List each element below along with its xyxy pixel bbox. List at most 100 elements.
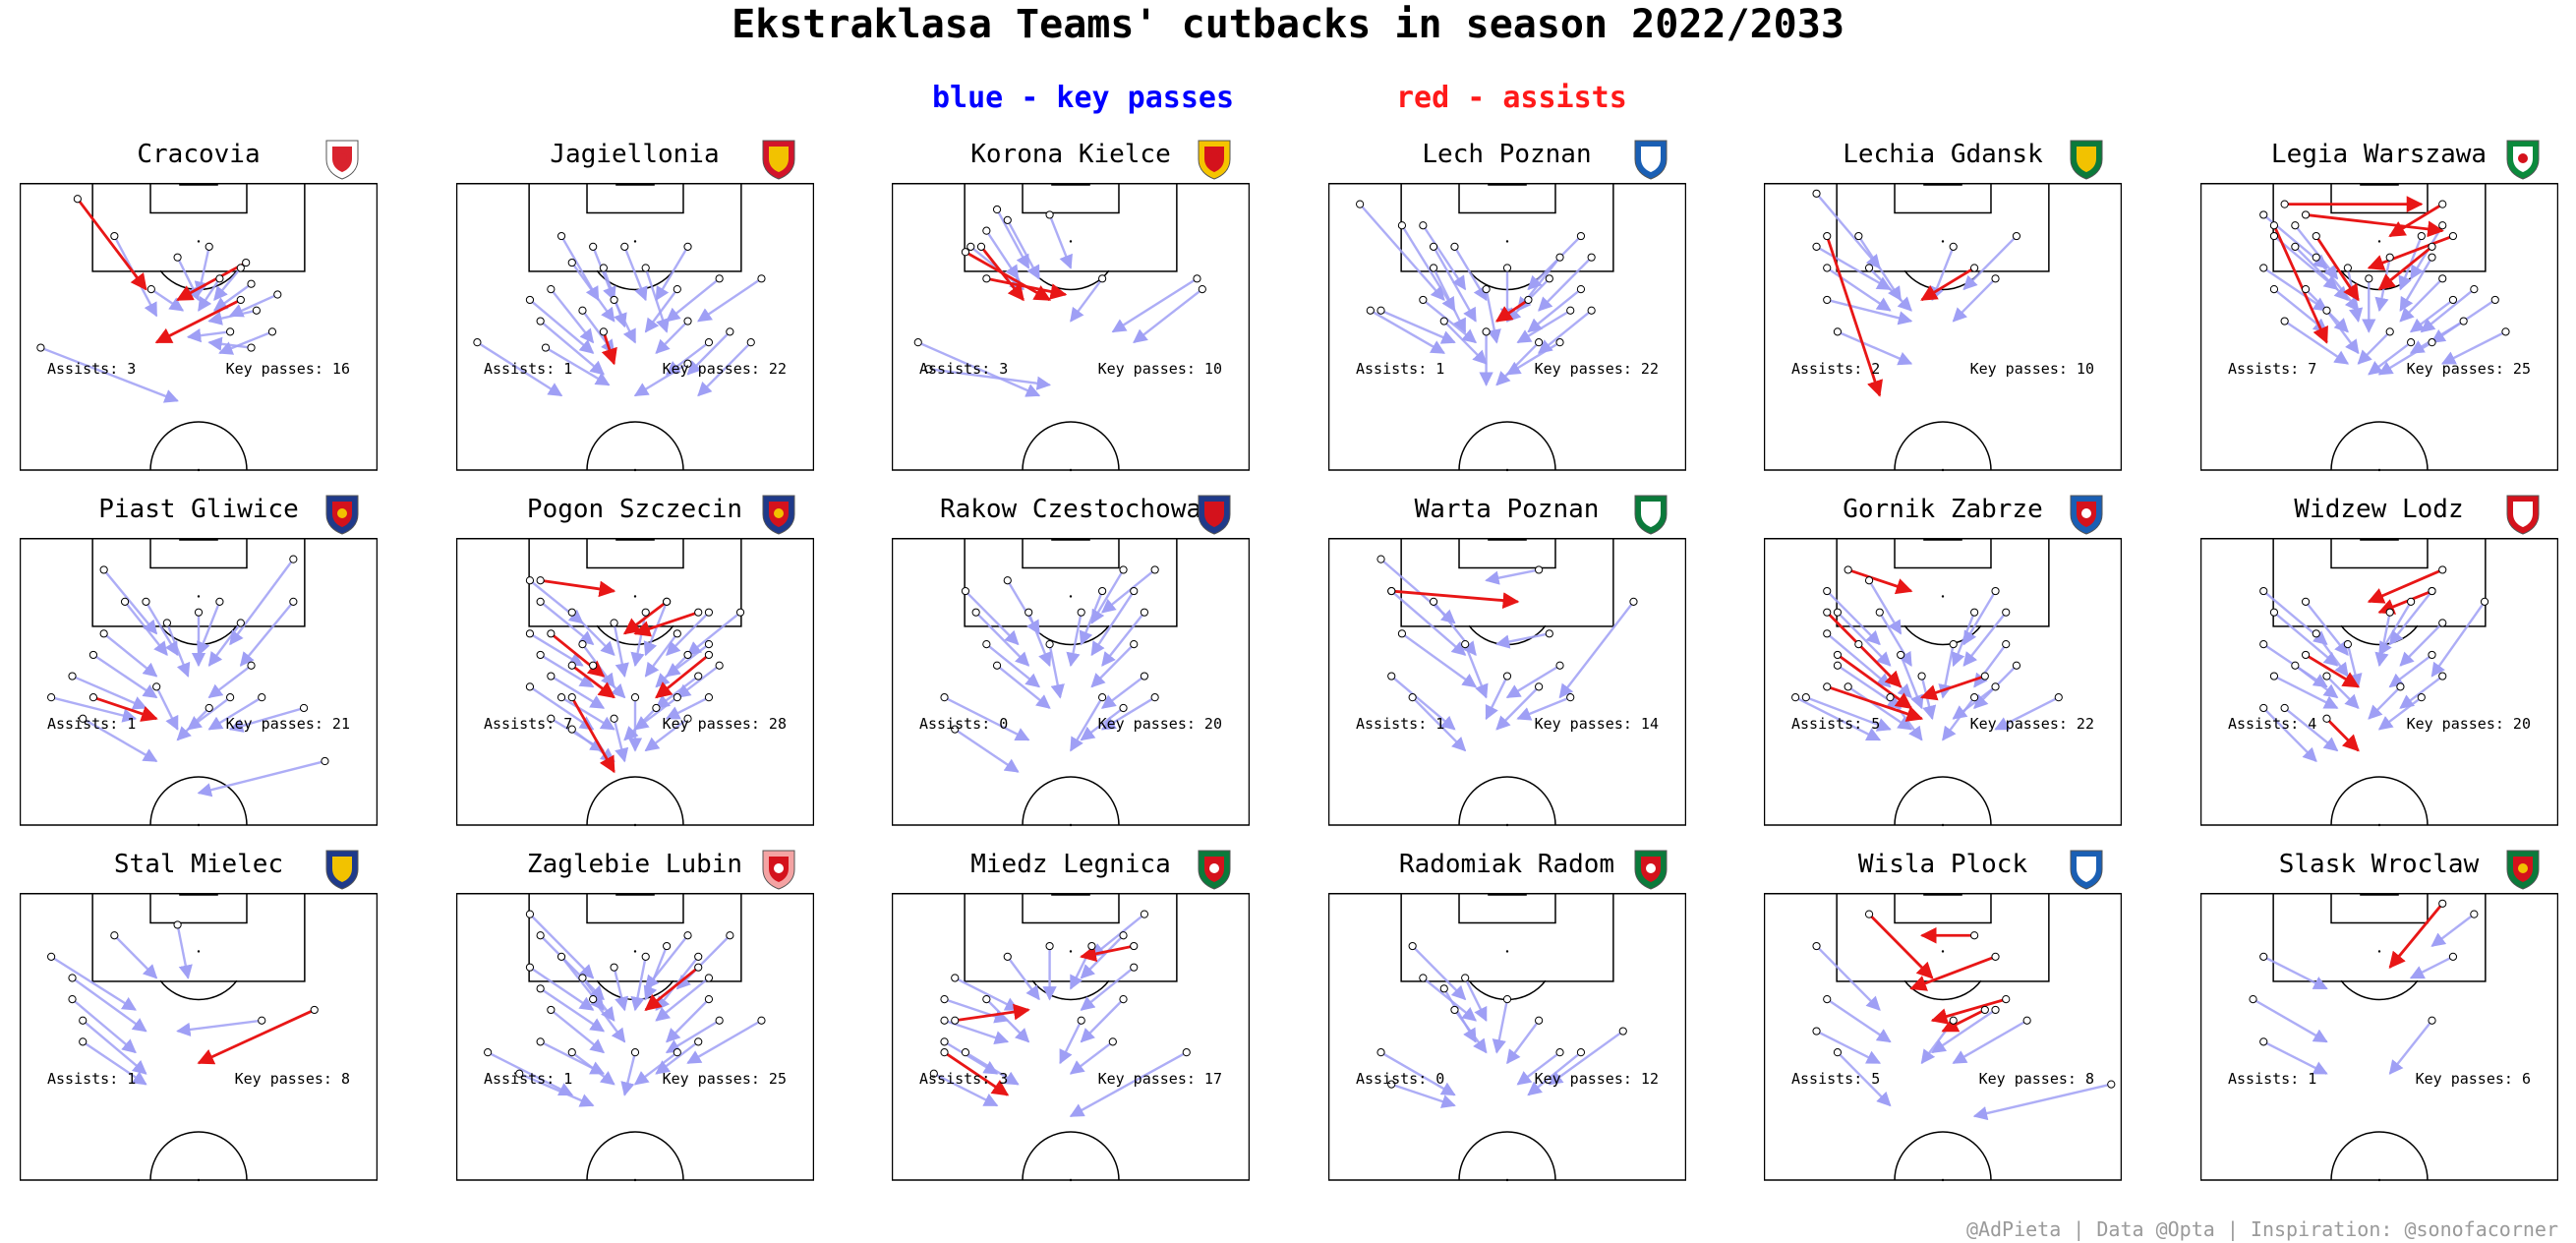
key-pass-arrow	[2294, 246, 2349, 301]
pass-origin-point	[536, 1037, 545, 1046]
pass-origin-point	[567, 693, 576, 702]
assist-arrow	[1941, 1008, 1986, 1033]
key-pass-arrow	[1069, 1051, 1188, 1118]
pass-origin-point	[1554, 661, 1564, 670]
pass-origin-point	[236, 295, 245, 305]
key-pass-arrow	[1079, 590, 1104, 646]
piast-gliwice-crest-icon	[322, 493, 362, 536]
pass-origin-point	[2427, 242, 2436, 251]
team-panel: Jagiellonia Assists: 1 Key passes: 22	[455, 138, 814, 478]
pitch-six-yard-box	[2329, 893, 2429, 924]
pass-origin-point	[142, 597, 150, 606]
key-pass-arrow	[629, 956, 647, 1012]
key-pass-arrow	[197, 277, 221, 312]
key-pass-arrow	[1090, 913, 1145, 958]
pitch-centre-spot	[1505, 468, 1508, 472]
pass-origin-point	[536, 650, 545, 660]
pass-origin-point	[1119, 565, 1128, 574]
pass-origin-point	[68, 672, 77, 681]
assist-arrow	[570, 696, 615, 774]
pass-origin-point	[651, 703, 661, 713]
key-pass-arrow	[2346, 267, 2363, 323]
key-pass-arrow	[207, 696, 263, 731]
pass-origin-point	[913, 338, 922, 347]
pitch-centre-spot	[633, 1178, 636, 1182]
pass-origin-point	[630, 693, 639, 702]
assist-arrow	[1909, 955, 1997, 991]
assist-arrow	[1919, 675, 1986, 701]
key-pass-arrow	[1379, 309, 1456, 344]
pass-origin-point	[2406, 597, 2415, 606]
pass-origin-point	[2459, 317, 2468, 326]
pass-origin-point	[2002, 640, 2011, 649]
key-pass-arrow	[654, 977, 710, 1022]
pass-origin-point	[982, 640, 991, 649]
pitch-penalty-area	[1836, 183, 2050, 272]
pitch-centre-spot	[633, 468, 636, 472]
pass-origin-point	[2280, 317, 2289, 326]
team-name: Miedz Legnica	[970, 850, 1171, 879]
pass-origin-point	[2437, 672, 2446, 681]
assist-arrow	[1868, 913, 1934, 979]
pass-origin-point	[992, 205, 1002, 214]
pass-origin-point	[725, 327, 733, 336]
pass-origin-point	[1970, 693, 1979, 702]
pitch-plot: Assists: 3 Key passes: 17	[892, 893, 1250, 1182]
key-pass-arrow	[1962, 590, 1997, 646]
key-pass-arrow	[633, 362, 688, 397]
pass-origin-point	[1429, 597, 1437, 606]
pass-origin-point	[556, 693, 565, 702]
pitch-penalty-spot	[1505, 240, 1508, 243]
pass-origin-point	[1077, 1016, 1085, 1025]
radomiak-radom-crest-icon	[1631, 848, 1670, 891]
key-pass-arrow	[1815, 945, 1881, 1011]
pass-origin-point	[577, 640, 587, 649]
assist-arrow	[197, 1008, 316, 1065]
pitch-centre-spot	[1069, 1178, 1073, 1182]
key-pass-arrow	[1837, 611, 1892, 667]
pass-origin-point	[546, 629, 555, 638]
key-passes-count-label: Key passes: 17	[1098, 1070, 1222, 1088]
pass-origin-point	[2321, 306, 2331, 315]
pitch-six-yard-box	[149, 893, 248, 924]
pass-origin-point	[588, 242, 597, 251]
key-pass-arrow	[1463, 643, 1489, 699]
key-passes-count-label: Key passes: 25	[662, 1070, 786, 1088]
key-pass-arrow	[612, 967, 628, 1012]
key-pass-arrow	[974, 611, 1030, 667]
pass-origin-point	[47, 952, 56, 961]
key-pass-arrow	[696, 277, 762, 323]
pass-origin-point	[2290, 661, 2299, 670]
key-passes-count-label: Key passes: 25	[2406, 360, 2530, 378]
pass-origin-point	[2321, 672, 2331, 681]
assists-count-label: Assists: 1	[484, 360, 572, 378]
key-pass-arrow	[1369, 309, 1445, 355]
pass-origin-point	[2385, 327, 2394, 336]
pass-origin-point	[976, 242, 986, 251]
key-pass-arrow	[1505, 664, 1560, 699]
pitch-plot: Assists: 0 Key passes: 20	[892, 538, 1250, 827]
cracovia-crest-icon	[322, 138, 362, 181]
pass-origin-point	[1970, 608, 1979, 617]
pass-origin-point	[567, 725, 576, 734]
pass-origin-point	[525, 295, 534, 305]
pass-origin-point	[1554, 253, 1564, 262]
key-passes-count-label: Key passes: 6	[2415, 1070, 2530, 1088]
pass-origin-point	[1429, 242, 1437, 251]
team-name: Stal Mielec	[113, 850, 284, 879]
key-pass-arrow	[985, 643, 1041, 688]
pass-origin-point	[2395, 682, 2405, 691]
pitch-plot: Assists: 1 Key passes: 6	[2199, 893, 2558, 1182]
team-name: Wisla Plock	[1857, 850, 2028, 879]
pitch-centre-spot	[1941, 1178, 1945, 1182]
pass-origin-point	[47, 693, 56, 702]
pass-origin-point	[1460, 974, 1469, 982]
key-pass-arrow	[985, 229, 1020, 280]
pass-origin-point	[247, 279, 256, 288]
key-pass-arrow	[1878, 612, 1912, 667]
key-pass-arrow	[1515, 696, 1571, 721]
rakow-czestochowa-crest-icon	[1195, 493, 1234, 536]
pitch-centre-circle	[585, 421, 684, 471]
key-pass-arrow	[2367, 341, 2412, 376]
pitch-centre-circle	[149, 1131, 248, 1181]
